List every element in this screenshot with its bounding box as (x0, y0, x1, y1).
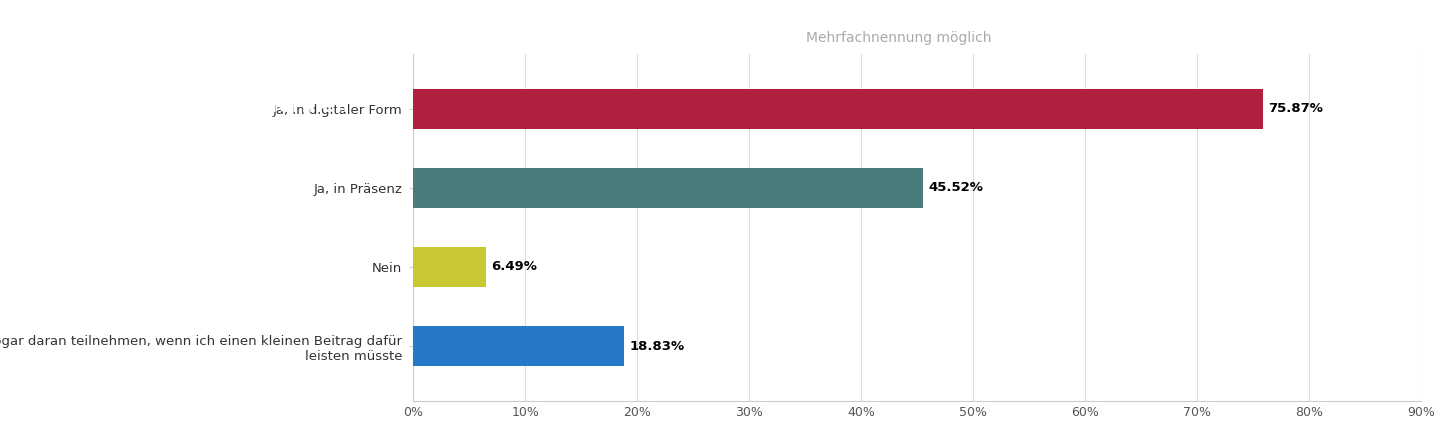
Text: Teilnahmebereitschaft? ...: Teilnahmebereitschaft? ... (48, 156, 335, 174)
Text: Bevorzugte Angebotsformen: Bevorzugte Angebotsformen (33, 97, 349, 116)
Text: 18.83%: 18.83% (629, 339, 684, 352)
Bar (413, 247, 486, 287)
Text: 45.52%: 45.52% (928, 182, 983, 194)
Text: 6.49%: 6.49% (492, 260, 538, 273)
Bar (413, 89, 1263, 128)
Text: 75.87%: 75.87% (1269, 103, 1324, 116)
Bar (413, 326, 624, 366)
Text: Mehrfachnennung möglich: Mehrfachnennung möglich (806, 31, 992, 45)
Bar (413, 168, 924, 208)
